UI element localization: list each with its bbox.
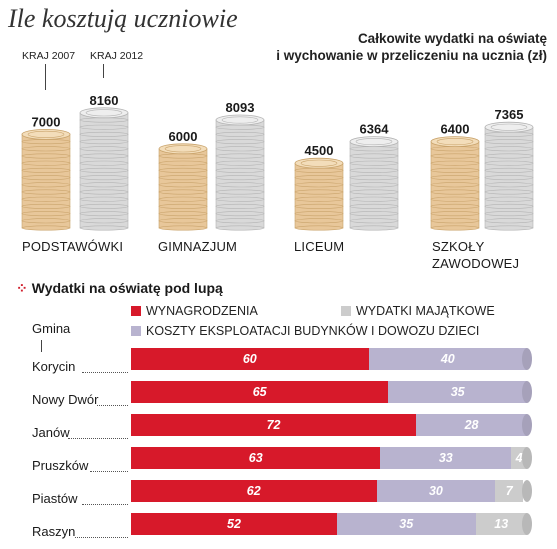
gmina-label: Korycin [32,359,76,374]
leader-dots [96,405,128,406]
chart-subtitle: Całkowite wydatki na oświatę i wychowani… [247,30,547,64]
bar-segment-k: 35 [388,381,527,403]
bar-end-cap [522,414,532,436]
subtitle-line-1: Całkowite wydatki na oświatę [357,31,547,46]
arrow-icon: ⁘ [16,280,28,296]
coin-stack-chart: 7000 6000 4500 6400 8160 8093 6364 7365 [21,93,534,231]
gmina-label: Janów [32,425,70,440]
gmina-label: Nowy Dwór [32,392,99,407]
bar-end-cap [522,381,532,403]
bar-segment-w: 72 [131,414,417,436]
legend-kraj-2012: KRAJ 2012 [90,50,144,62]
category-label: LICEUM [294,239,345,254]
legend-kraj-2007: KRAJ 2007 [22,50,76,62]
bar-end-cap [522,348,532,370]
bar-segment-m: 7 [495,480,524,502]
coin-stack-liceum-2012 [349,136,399,231]
stacked-bar: 72 28 [131,414,532,436]
legend-swatch-koszty [131,326,141,336]
coin-value-label: 7000 [32,114,61,129]
category-label: SZKOŁY ZAWODOWEJ [432,239,520,271]
gmina-label: Raszyn [32,524,76,539]
bar-segment-k: 35 [336,513,476,535]
page-title: Ile kosztują uczniowie [8,4,238,33]
leader-dots [75,537,128,538]
bar-segment-w: 63 [131,447,381,469]
stacked-bar: 52 35 13 [131,513,532,535]
legend-pointer-2012 [103,64,104,78]
legend-swatch-wynagrodzenia [131,306,141,316]
section-title: ⁘ Wydatki na oświatę pod lupą [16,280,223,297]
coin-stack-gimnazjum-2012 [215,114,265,231]
bar-segment-k: 33 [380,447,512,469]
bar-end-cap [522,447,532,469]
legend-label-wynagrodzenia: WYNAGRODZENIA [146,304,258,318]
legend-pointer-2007 [45,64,46,90]
bar-segment-w: 62 [131,480,377,502]
legend-koszty: KOSZTY EKSPLOATACJI BUDYNKÓW I DOWOZU DZ… [131,324,479,338]
bar-end-cap [522,513,532,535]
bar-segment-m: 13 [475,513,527,535]
coin-value-label: 4500 [305,143,334,158]
coin-stack-szkoły-zawodowej-2007 [430,136,480,231]
stacked-bar: 63 33 4 [131,447,532,469]
coin-stack-podstawówki-2012 [79,107,129,231]
coin-value-label: 8160 [90,93,119,108]
bar-end-cap [522,480,532,502]
coin-stack-liceum-2007 [294,157,344,231]
leader-dots [82,504,128,505]
gmina-label: Pruszków [32,458,89,473]
bar-segment-w: 52 [131,513,337,535]
legend-swatch-majatkowe [341,306,351,316]
subtitle-line-2: i wychowanie w przeliczeniu na ucznia (z… [276,48,547,63]
coin-stack-szkoły-zawodowej-2012 [484,121,534,231]
leader-dots [68,438,128,439]
axis-label-gmina: Gmina [32,321,71,336]
gmina-label: Piastów [32,491,78,506]
stacked-bar: 60 40 [131,348,532,370]
stacked-bar: 62 30 7 [131,480,532,502]
coin-value-label: 8093 [226,100,255,115]
bar-segment-k: 28 [416,414,527,436]
category-label: GIMNAZJUM [158,239,238,254]
coin-stack-podstawówki-2007 [21,129,71,231]
coin-value-label: 7365 [495,107,524,122]
legend-label-koszty: KOSZTY EKSPLOATACJI BUDYNKÓW I DOWOZU DZ… [146,324,480,338]
bar-segment-k: 40 [368,348,527,370]
legend-label-majatkowe: WYDATKI MAJĄTKOWE [356,304,495,318]
section-title-text: Wydatki na oświatę pod lupą [31,280,223,296]
coin-value-label: 6364 [360,122,390,137]
stacked-bar: 65 35 [131,381,532,403]
bar-segment-k: 30 [376,480,496,502]
bar-segment-w: 60 [131,348,369,370]
legend-majatkowe: WYDATKI MAJĄTKOWE [341,304,495,318]
coin-value-label: 6400 [441,122,470,137]
axis-label-pointer [41,340,42,352]
bar-segment-w: 65 [131,381,389,403]
legend-wynagrodzenia: WYNAGRODZENIA [131,304,258,318]
leader-dots [89,471,128,472]
coin-value-label: 6000 [169,129,198,144]
leader-dots [82,372,128,373]
coin-stack-gimnazjum-2007 [158,143,208,231]
category-label: PODSTAWÓWKI [22,239,124,254]
